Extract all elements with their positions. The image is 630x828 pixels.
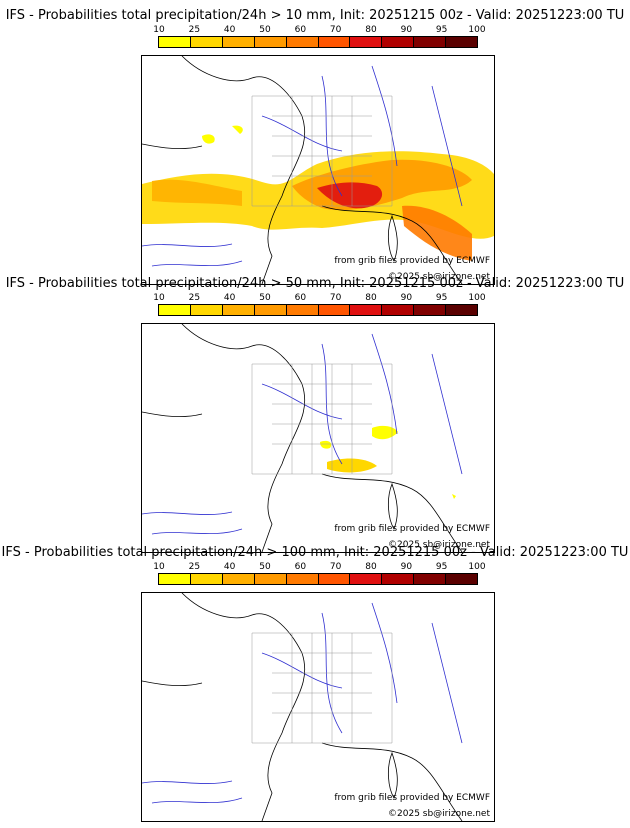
colorbar-tick-label: 80: [365, 25, 377, 35]
colorbar-tick-label: 90: [400, 562, 413, 572]
colorbar-segment: [286, 37, 319, 47]
map-panel-100mm: IFS - Probabilities total precipitation/…: [0, 545, 630, 822]
colorbar: [158, 573, 478, 585]
colorbar-tick-label: 100: [468, 562, 486, 572]
colorbar-segment: [382, 305, 415, 315]
colorbar-tick-label: 95: [435, 25, 448, 35]
map-panel-50mm: IFS - Probabilities total precipitation/…: [0, 276, 630, 553]
colorbar-segment: [350, 574, 383, 584]
colorbar-tick-label: 50: [259, 293, 271, 303]
source-credit: from grib files provided by ECMWF: [334, 256, 490, 266]
colorbar-tick-label: 100: [468, 293, 486, 303]
colorbar-segment: [190, 37, 223, 47]
precipitation-map: from grib files provided by ECMWF ©2025 …: [141, 592, 495, 822]
colorbar-tick-label: 95: [435, 293, 448, 303]
colorbar-segment: [254, 305, 287, 315]
colorbar-segment: [190, 305, 223, 315]
colorbar-segment: [222, 37, 255, 47]
panel-title: IFS - Probabilities total precipitation/…: [1, 545, 629, 560]
colorbar-tick-label: 40: [223, 562, 236, 572]
colorbar-segment: [318, 574, 351, 584]
colorbar-tick-label: 60: [294, 25, 307, 35]
copyright: ©2025 sb@irizone.net: [388, 809, 490, 819]
colorbar-segment: [222, 305, 255, 315]
colorbar-tick-label: 70: [329, 293, 342, 303]
colorbar-segment: [318, 305, 351, 315]
precipitation-map: from grib files provided by ECMWF ©2025 …: [141, 55, 495, 285]
colorbar-tick-label: 100: [468, 25, 486, 35]
colorbar-tick-label: 95: [435, 562, 448, 572]
colorbar-segment: [350, 305, 383, 315]
colorbar: [158, 304, 478, 316]
colorbar-tick-label: 50: [259, 562, 271, 572]
colorbar-tick-label: 25: [188, 562, 201, 572]
colorbar-tick-label: 10: [153, 293, 165, 303]
colorbar-tick-label: 25: [188, 25, 201, 35]
colorbar-tick-label: 60: [294, 562, 307, 572]
colorbar-ticks: 10 25 40 50 60 70 80 90 95 100: [153, 25, 485, 37]
colorbar-tick-label: 90: [400, 293, 413, 303]
colorbar-tick-label: 10: [153, 562, 165, 572]
colorbar-segment: [382, 37, 415, 47]
panel-title: IFS - Probabilities total precipitation/…: [5, 276, 625, 291]
colorbar-segment: [254, 574, 287, 584]
colorbar-segment: [254, 37, 287, 47]
colorbar-segment: [414, 574, 447, 584]
source-credit: from grib files provided by ECMWF: [334, 524, 490, 534]
colorbar-tick-label: 70: [329, 562, 342, 572]
copyright: ©2025 sb@irizone.net: [388, 272, 490, 282]
colorbar-segment: [286, 574, 319, 584]
colorbar-segment: [350, 37, 383, 47]
copyright: ©2025 sb@irizone.net: [388, 540, 490, 550]
colorbar-tick-label: 80: [365, 562, 377, 572]
colorbar-segment: [190, 574, 223, 584]
colorbar-segment: [159, 305, 191, 315]
source-credit: from grib files provided by ECMWF: [334, 793, 490, 803]
colorbar-tick-label: 40: [223, 293, 236, 303]
colorbar-segment: [382, 574, 415, 584]
colorbar-tick-label: 25: [188, 293, 201, 303]
colorbar-ticks: 10 25 40 50 60 70 80 90 95 100: [153, 293, 485, 305]
colorbar-tick-label: 10: [153, 25, 165, 35]
colorbar-segment: [414, 37, 447, 47]
colorbar-tick-label: 90: [400, 25, 413, 35]
colorbar: [158, 36, 478, 48]
colorbar-segment: [318, 37, 351, 47]
colorbar-segment: [286, 305, 319, 315]
precipitation-map: from grib files provided by ECMWF ©2025 …: [141, 323, 495, 553]
colorbar-segment: [446, 305, 478, 315]
colorbar-tick-label: 80: [365, 293, 377, 303]
colorbar-segment: [446, 574, 478, 584]
colorbar-ticks: 10 25 40 50 60 70 80 90 95 100: [153, 562, 485, 574]
colorbar-tick-label: 70: [329, 25, 342, 35]
colorbar-tick-label: 40: [223, 25, 236, 35]
colorbar-segment: [159, 37, 191, 47]
map-panel-10mm: IFS - Probabilities total precipitation/…: [0, 8, 630, 285]
colorbar-tick-label: 50: [259, 25, 271, 35]
colorbar-segment: [414, 305, 447, 315]
panel-title: IFS - Probabilities total precipitation/…: [5, 8, 625, 23]
colorbar-segment: [222, 574, 255, 584]
colorbar-segment: [159, 574, 191, 584]
colorbar-segment: [446, 37, 478, 47]
colorbar-tick-label: 60: [294, 293, 307, 303]
